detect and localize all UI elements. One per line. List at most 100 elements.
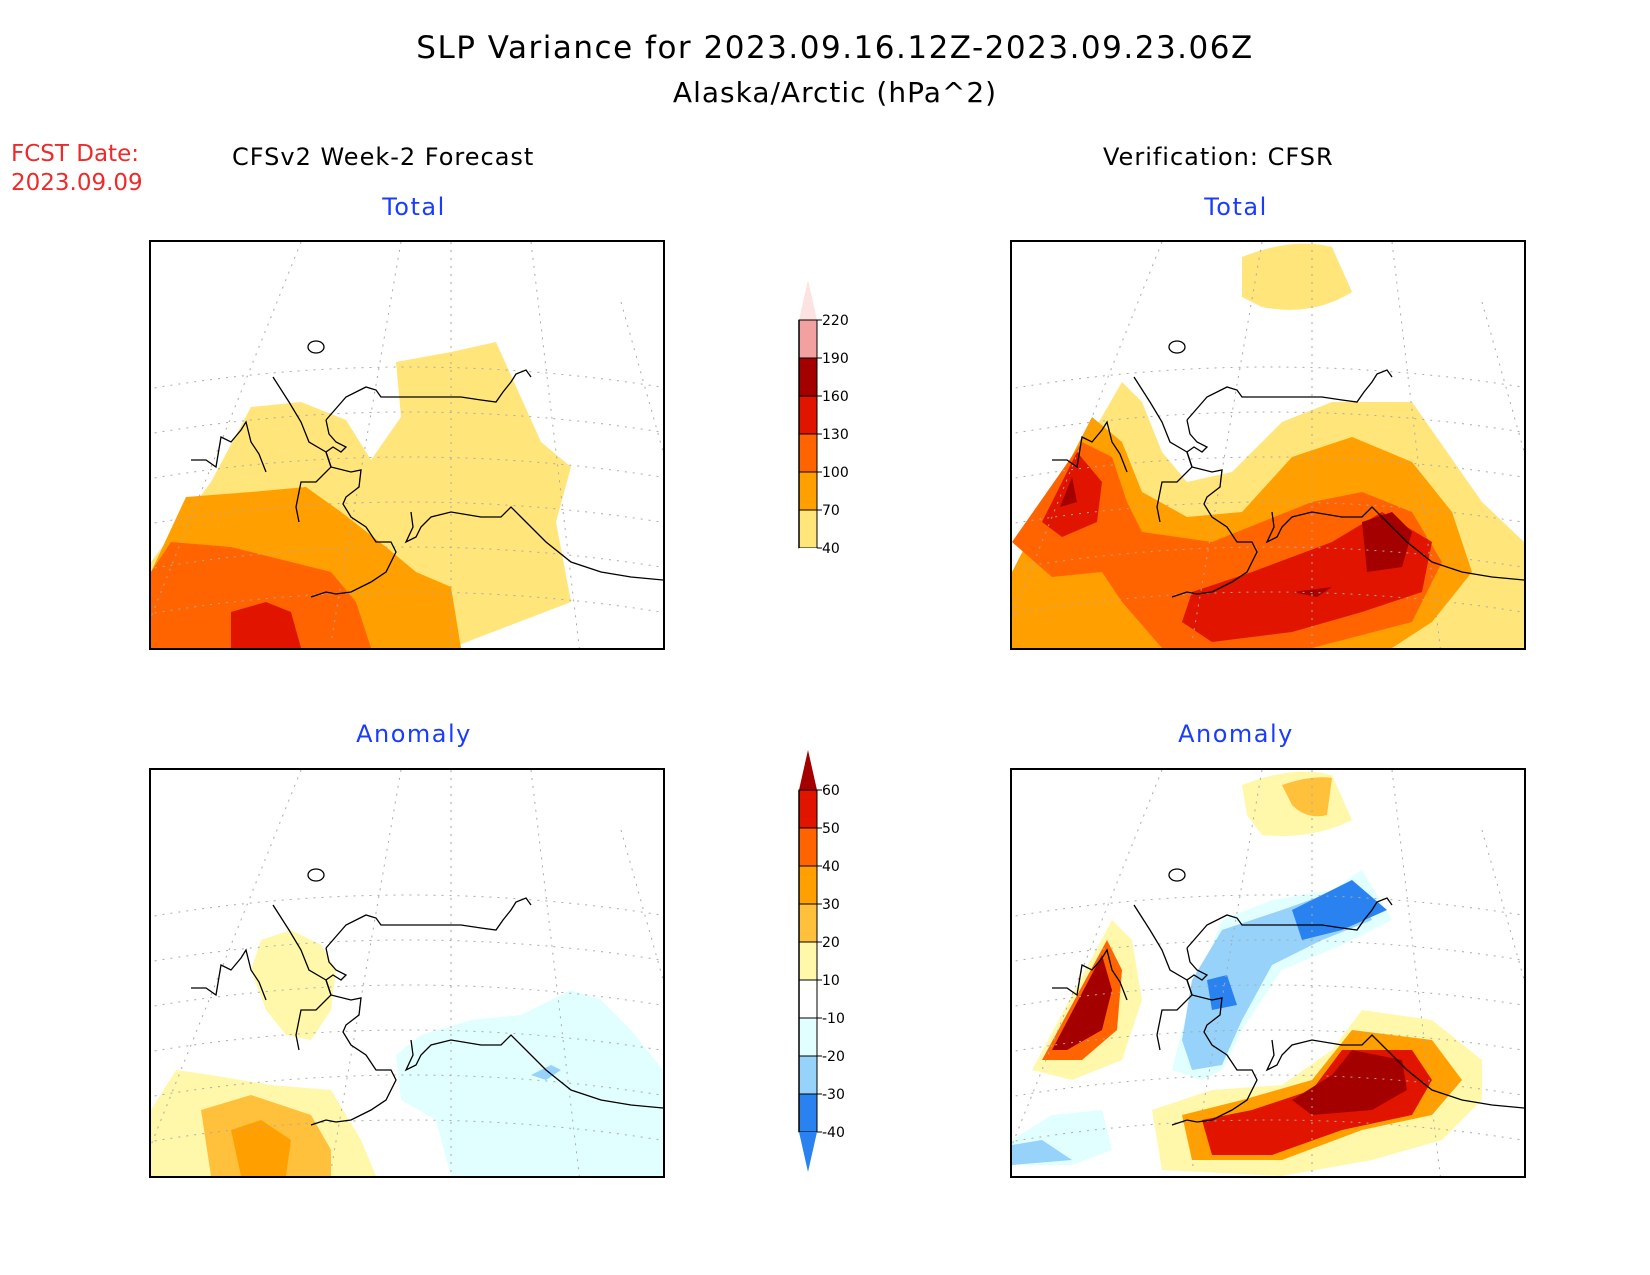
contour-fill-neg-30-40 — [1207, 880, 1387, 1010]
contour-fill-neg-10-20 — [396, 990, 663, 1176]
meridian-line — [330, 770, 402, 1171]
arctic-coast — [1186, 897, 1393, 949]
colorbar-total-tick-label: 130 — [822, 427, 849, 443]
panel-title-forecast-total: Total — [382, 193, 446, 221]
contour-fill-pos-30-40 — [231, 1120, 291, 1176]
colorbar-total-swatch — [798, 471, 818, 511]
gulf-alaska-coast — [1265, 1034, 1524, 1109]
siberia-coast — [1052, 948, 1128, 1001]
chart-subtitle: Alaska/Arctic (hPa^2) — [672, 76, 998, 109]
wrangel-island — [307, 340, 325, 354]
alaska-peninsula — [310, 591, 337, 598]
colorbar-anomaly-swatch — [798, 827, 818, 867]
colorbar-anomaly: 60 50 40 30 20 10 -10 -20 -30 -40 — [795, 750, 865, 1204]
meridian-line — [1481, 829, 1524, 982]
colorbar-anomaly-tick-label: -10 — [822, 1011, 845, 1027]
meridian-line — [530, 242, 580, 648]
arctic-coast — [325, 369, 532, 421]
graticule — [1012, 242, 1524, 648]
colorbar-anomaly-tick-label: -30 — [822, 1087, 845, 1103]
contour-fill-100-130 — [151, 542, 371, 648]
west-alaska-coast — [1186, 947, 1258, 1123]
colorbar-anomaly-swatch — [798, 789, 818, 829]
gulf-alaska-coast — [1265, 506, 1524, 581]
coastline — [1052, 340, 1524, 598]
colorbar-total-tick-label: 100 — [822, 465, 849, 481]
contour-fill-pos-60-gulf — [1292, 1050, 1407, 1115]
contour-fill-pos-20-30-north — [1282, 777, 1332, 817]
colorbar-total-swatch — [798, 433, 818, 473]
graticule — [1012, 770, 1524, 1176]
alaska-peninsula — [310, 1119, 337, 1126]
colorbar-total-svg: 220 190 160 130 100 70 40 — [798, 280, 849, 588]
map-layer — [151, 342, 571, 648]
colorbar-anomaly-swatch — [798, 903, 818, 943]
wrangel-island — [1168, 340, 1186, 354]
meridian-line — [620, 301, 663, 454]
map-layer — [1012, 771, 1482, 1176]
colorbar-anomaly-tick-label: 50 — [822, 821, 840, 837]
colorbar-total-tick-label: 70 — [822, 503, 840, 519]
parallel-line — [1012, 366, 1524, 390]
map-verification-anomaly — [1010, 768, 1526, 1178]
colorbar-anomaly-swatch — [798, 979, 818, 1019]
coastline — [191, 340, 663, 598]
map-forecast-total-svg — [151, 242, 663, 648]
meridian-line — [1391, 770, 1441, 1176]
west-alaska-coast — [325, 419, 397, 595]
colorbar-total-tick-label: 220 — [822, 313, 849, 329]
colorbar-anomaly-swatch — [798, 1093, 818, 1133]
colorbar-anomaly-tick-label: 10 — [822, 973, 840, 989]
coastline — [1052, 868, 1524, 1126]
column-title-verification: Verification: CFSR — [1103, 143, 1334, 171]
map-layer — [1012, 243, 1524, 648]
contour-fill-130-160 — [1042, 452, 1432, 642]
column-title-forecast: CFSv2 Week-2 Forecast — [232, 143, 535, 171]
contour-fill-pos-10-20-chukotka — [251, 930, 336, 1040]
colorbar-total-cap-low — [799, 548, 817, 588]
map-verification-anomaly-svg — [1012, 770, 1524, 1176]
panel-title-forecast-anomaly: Anomaly — [356, 720, 472, 748]
colorbar-anomaly-tick-label: 20 — [822, 935, 840, 951]
coastline — [191, 868, 663, 1126]
contour-fill-neg-20-30 — [531, 1065, 561, 1080]
alaska-peninsula — [1171, 591, 1198, 598]
west-alaska-coast — [1186, 419, 1258, 595]
map-forecast-anomaly-svg — [151, 770, 663, 1176]
colorbar-total-tick-label: 160 — [822, 389, 849, 405]
colorbar-anomaly-swatch — [798, 1017, 818, 1057]
meridian-line — [530, 770, 580, 1176]
parallel-line — [151, 894, 663, 918]
fcst-date-label: FCST Date: — [11, 141, 139, 167]
map-verification-total — [1010, 240, 1526, 650]
map-forecast-anomaly — [149, 768, 665, 1178]
colorbar-total-swatch — [798, 319, 818, 359]
arctic-coast — [325, 897, 532, 949]
contour-fill-40-70-north — [1242, 243, 1352, 310]
graticule — [151, 770, 663, 1176]
graticule — [151, 242, 663, 648]
colorbar-anomaly-swatch — [798, 865, 818, 905]
siberia-coast — [1052, 420, 1128, 473]
colorbar-anomaly-tick-label: -40 — [822, 1125, 845, 1141]
colorbar-total-tick-label: 190 — [822, 351, 849, 367]
siberia-coast — [191, 420, 267, 473]
arctic-coast — [1186, 369, 1393, 421]
colorbar-anomaly-cap-low — [799, 1132, 817, 1172]
chart-title: SLP Variance for 2023.09.16.12Z-2023.09.… — [416, 30, 1254, 66]
siberia-coast — [191, 948, 267, 1001]
panel-title-verification-anomaly: Anomaly — [1178, 720, 1294, 748]
contour-fill-130-160 — [231, 602, 301, 648]
contour-fill-neg-20-30-west — [1012, 1140, 1072, 1165]
colorbar-anomaly-svg: 60 50 40 30 20 10 -10 -20 -30 -40 — [798, 750, 845, 1172]
gulf-alaska-coast — [404, 506, 663, 581]
gulf-alaska-coast — [404, 1034, 663, 1109]
colorbar-total-cap-high — [799, 280, 817, 320]
map-forecast-total — [149, 240, 665, 650]
fcst-date-block: FCST Date: 2023.09.09 — [11, 140, 143, 198]
wrangel-island — [307, 868, 325, 882]
alaska-peninsula — [1171, 1119, 1198, 1126]
colorbar-total-swatch — [798, 357, 818, 397]
meridian-line — [1391, 242, 1441, 648]
colorbar-total-swatch — [798, 395, 818, 435]
